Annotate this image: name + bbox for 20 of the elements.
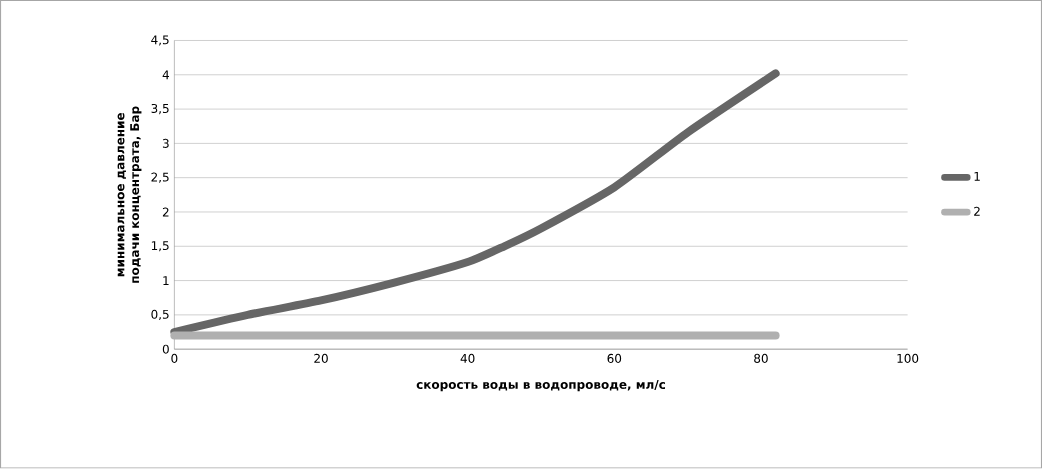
x-tick-label: 40 <box>460 354 475 364</box>
y-tick-label: 3 <box>162 139 169 149</box>
legend-label: 1 <box>974 172 980 181</box>
y-tick-label: 2,5 <box>151 172 169 184</box>
y-tick-label: 4,5 <box>151 35 169 46</box>
y-axis-title: минимальное давление подачи концентрата, Бар <box>117 106 142 283</box>
y-tick-label: 1 <box>163 276 169 286</box>
x-tick-label: 60 <box>607 354 622 364</box>
x-tick-label: 0 <box>171 354 178 364</box>
y-tick-label: 2 <box>162 207 169 217</box>
y-tick-label: 0 <box>162 344 169 354</box>
y-tick-label: 3,5 <box>151 104 169 115</box>
y-tick-label: 0,5 <box>151 309 169 321</box>
x-tick-label: 80 <box>754 354 768 364</box>
x-tick-label: 100 <box>897 354 919 364</box>
y-tick-label: 4 <box>162 70 169 80</box>
y-tick-label: 1,5 <box>151 241 169 252</box>
x-tick-label: 20 <box>314 354 328 364</box>
legend-label: 2 <box>974 206 980 216</box>
x-axis-title: скорость воды в водопроводе, мл/с <box>416 380 666 392</box>
